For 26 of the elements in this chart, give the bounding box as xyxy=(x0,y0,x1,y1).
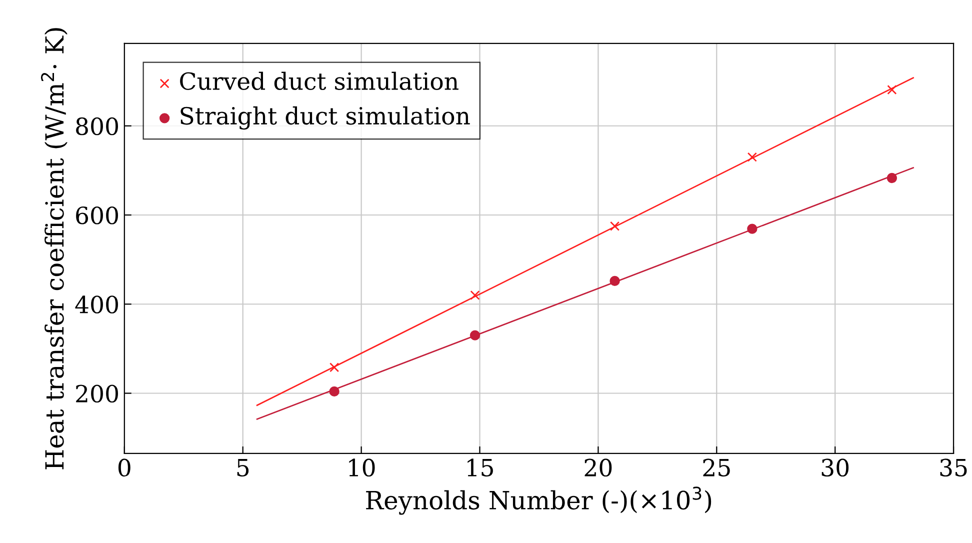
x-tick-label: 5 xyxy=(237,458,249,477)
point xyxy=(330,362,340,372)
y-tick-label: 200 xyxy=(76,384,118,403)
x-tick-label: 20 xyxy=(584,458,612,477)
x-tick-label: 35 xyxy=(940,458,967,477)
x-tick-label: 30 xyxy=(822,458,849,477)
legend-label: Straight duct simulation xyxy=(180,106,470,130)
point xyxy=(470,330,480,340)
x-tick-label: 0 xyxy=(118,458,130,477)
y-tick-label: 800 xyxy=(76,117,118,136)
point xyxy=(887,84,897,95)
y-tick-label: 600 xyxy=(76,206,118,224)
y-axis-title: Heat transfer coefficient (W/m$^{2}$· K) xyxy=(40,28,68,470)
point xyxy=(329,386,340,397)
x-tick-label: 15 xyxy=(468,458,493,477)
x-tick-label: 25 xyxy=(703,458,730,477)
legend-label: Curved duct simulation xyxy=(180,72,458,90)
point xyxy=(610,221,620,231)
point xyxy=(747,152,757,162)
y-tick-label: 400 xyxy=(75,296,118,314)
point xyxy=(886,172,898,184)
point xyxy=(610,276,620,286)
x-axis-title: Reynolds Number (-)(×10$^{3}$) xyxy=(366,486,712,515)
point xyxy=(747,224,758,234)
point xyxy=(470,290,480,300)
x-tick-label: 10 xyxy=(349,458,375,477)
